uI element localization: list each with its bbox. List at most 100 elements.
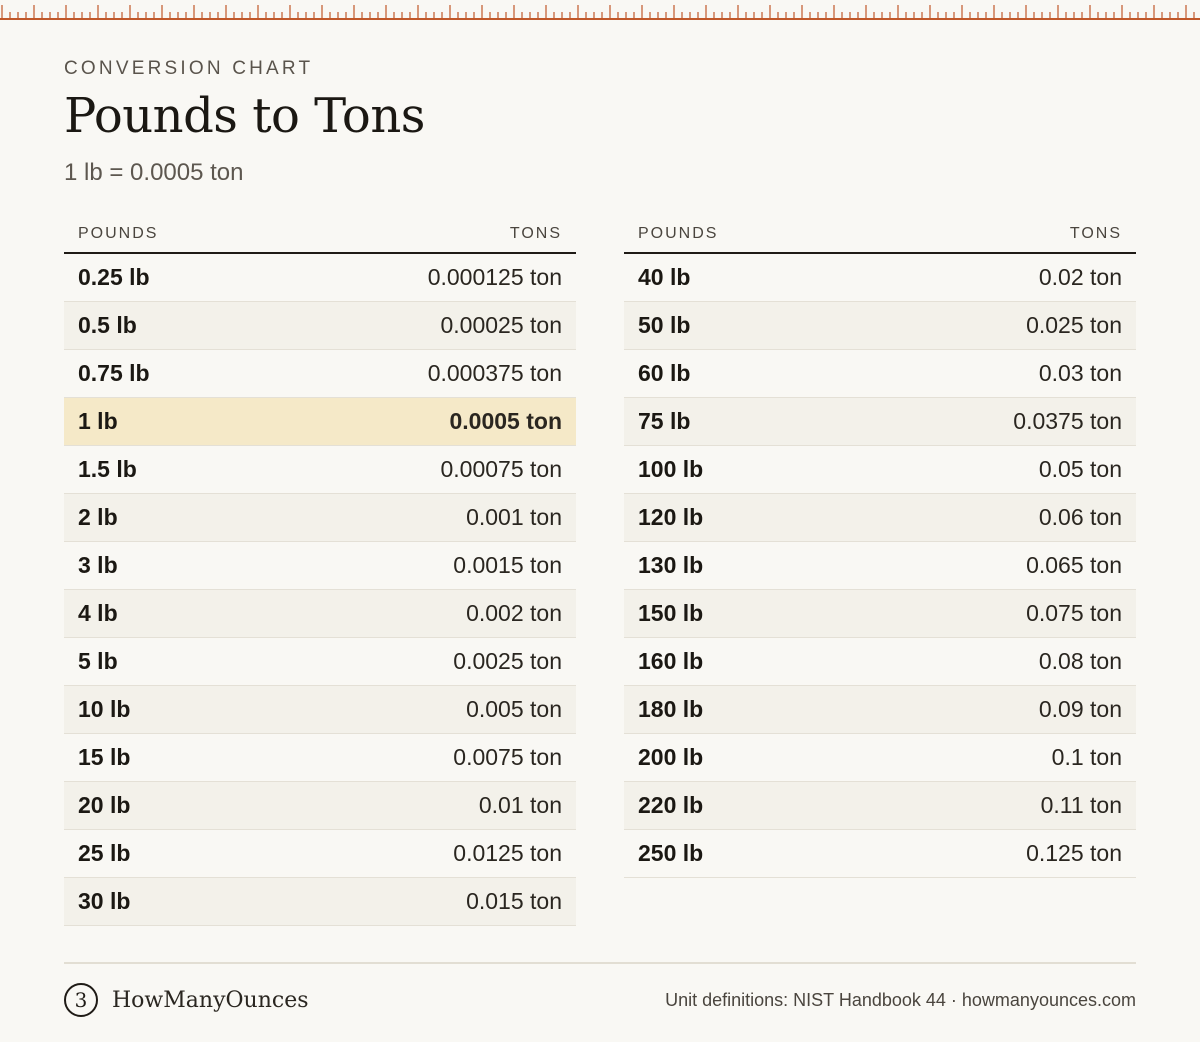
tons-value: 0.000375 ton xyxy=(427,360,562,386)
page-title: Pounds to Tons xyxy=(64,88,425,144)
tons-value: 0.06 ton xyxy=(1038,504,1122,530)
tons-value: 0.065 ton xyxy=(1026,552,1122,578)
table-row: 1 lb 0.0005 ton xyxy=(64,398,576,446)
pounds-value: 60 lb xyxy=(638,360,691,386)
brand-name: HowManyOunces xyxy=(112,987,309,1013)
conversion-table-left: POUNDS TONS 0.25 lb 0.000125 ton 0.5 lb 0.0… xyxy=(64,216,576,926)
footer-divider xyxy=(64,962,1136,964)
tons-value: 0.000125 ton xyxy=(427,264,562,290)
tons-value: 0.08 ton xyxy=(1038,648,1122,674)
tons-value: 0.015 ton xyxy=(466,888,562,914)
tons-value: 0.125 ton xyxy=(1026,840,1122,866)
pounds-value: 180 lb xyxy=(638,696,704,722)
tons-value: 0.075 ton xyxy=(1026,600,1122,626)
tons-value: 0.0375 ton xyxy=(1013,408,1122,434)
table-body: 0.25 lb 0.000125 ton 0.5 lb 0.00025 ton 0.75… xyxy=(64,254,576,926)
pounds-value: 20 lb xyxy=(78,792,131,818)
pounds-value: 100 lb xyxy=(638,456,704,482)
footer: 3 HowManyOunces Unit definitions: NIST H… xyxy=(64,982,1136,1018)
pounds-value: 0.25 lb xyxy=(78,264,150,290)
pounds-value: 2 lb xyxy=(78,504,118,530)
table-row: 4 lb 0.002 ton xyxy=(64,590,576,638)
tons-value: 0.025 ton xyxy=(1026,312,1122,338)
pounds-value: 220 lb xyxy=(638,792,704,818)
table-row: 40 lb 0.02 ton xyxy=(624,254,1136,302)
brand-logo-icon: 3 xyxy=(64,983,98,1017)
pounds-value: 160 lb xyxy=(638,648,704,674)
column-header-pounds: POUNDS xyxy=(78,225,159,242)
tons-value: 0.09 ton xyxy=(1038,696,1122,722)
pounds-value: 0.75 lb xyxy=(78,360,150,386)
table-row: 120 lb 0.06 ton xyxy=(624,494,1136,542)
table-row: 15 lb 0.0075 ton xyxy=(64,734,576,782)
table-body: 40 lb 0.02 ton 50 lb 0.025 ton 60 lb 0.03 ton… xyxy=(624,254,1136,878)
tons-value: 0.1 ton xyxy=(1051,744,1122,770)
tons-value: 0.0125 ton xyxy=(453,840,562,866)
column-header-tons: TONS xyxy=(1069,225,1122,242)
tons-value: 0.00075 ton xyxy=(440,456,562,482)
pounds-value: 15 lb xyxy=(78,744,131,770)
table-row: 150 lb 0.075 ton xyxy=(624,590,1136,638)
table-row: 60 lb 0.03 ton xyxy=(624,350,1136,398)
source-attribution: Unit definitions: NIST Handbook 44 · how… xyxy=(665,989,1136,1010)
pounds-value: 250 lb xyxy=(638,840,704,866)
tons-value: 0.05 ton xyxy=(1038,456,1122,482)
pounds-value: 1.5 lb xyxy=(78,456,137,482)
ruler-decoration xyxy=(0,0,1200,22)
table-row: 30 lb 0.015 ton xyxy=(64,878,576,926)
tons-value: 0.11 ton xyxy=(1040,792,1122,818)
tons-value: 0.005 ton xyxy=(466,696,562,722)
pounds-value: 3 lb xyxy=(78,552,118,578)
table-row: 5 lb 0.0025 ton xyxy=(64,638,576,686)
table-row: 10 lb 0.005 ton xyxy=(64,686,576,734)
pounds-value: 200 lb xyxy=(638,744,704,770)
table-row: 160 lb 0.08 ton xyxy=(624,638,1136,686)
tons-value: 0.00025 ton xyxy=(440,312,562,338)
table-row: 1.5 lb 0.00075 ton xyxy=(64,446,576,494)
conversion-table-right: POUNDS TONS 40 lb 0.02 ton 50 lb 0.025 ton 6… xyxy=(624,216,1136,878)
table-row: 20 lb 0.01 ton xyxy=(64,782,576,830)
column-header-pounds: POUNDS xyxy=(638,225,719,242)
tons-value: 0.0005 ton xyxy=(449,408,563,434)
tons-value: 0.001 ton xyxy=(466,504,562,530)
table-row: 250 lb 0.125 ton xyxy=(624,830,1136,878)
table-header: POUNDS TONS xyxy=(624,216,1136,254)
column-header-tons: TONS xyxy=(509,225,562,242)
tons-value: 0.03 ton xyxy=(1038,360,1122,386)
eyebrow-label: CONVERSION CHART xyxy=(64,58,314,79)
pounds-value: 4 lb xyxy=(78,600,118,626)
table-row: 3 lb 0.0015 ton xyxy=(64,542,576,590)
conversion-formula: 1 lb = 0.0005 ton xyxy=(64,159,244,186)
pounds-value: 120 lb xyxy=(638,504,704,530)
table-row: 0.5 lb 0.00025 ton xyxy=(64,302,576,350)
tons-value: 0.01 ton xyxy=(478,792,562,818)
tons-value: 0.002 ton xyxy=(466,600,562,626)
table-row: 2 lb 0.001 ton xyxy=(64,494,576,542)
pounds-value: 1 lb xyxy=(78,408,118,434)
pounds-value: 10 lb xyxy=(78,696,131,722)
pounds-value: 50 lb xyxy=(638,312,691,338)
pounds-value: 25 lb xyxy=(78,840,131,866)
table-row: 25 lb 0.0125 ton xyxy=(64,830,576,878)
tons-value: 0.0015 ton xyxy=(453,552,562,578)
pounds-value: 130 lb xyxy=(638,552,704,578)
pounds-value: 5 lb xyxy=(78,648,118,674)
table-row: 130 lb 0.065 ton xyxy=(624,542,1136,590)
table-row: 200 lb 0.1 ton xyxy=(624,734,1136,782)
pounds-value: 30 lb xyxy=(78,888,131,914)
brand: 3 HowManyOunces xyxy=(64,983,309,1017)
table-row: 0.75 lb 0.000375 ton xyxy=(64,350,576,398)
pounds-value: 40 lb xyxy=(638,264,691,290)
pounds-value: 0.5 lb xyxy=(78,312,137,338)
table-row: 180 lb 0.09 ton xyxy=(624,686,1136,734)
tons-value: 0.0025 ton xyxy=(453,648,562,674)
table-row: 75 lb 0.0375 ton xyxy=(624,398,1136,446)
table-header: POUNDS TONS xyxy=(64,216,576,254)
pounds-value: 75 lb xyxy=(638,408,691,434)
table-row: 220 lb 0.11 ton xyxy=(624,782,1136,830)
tons-value: 0.0075 ton xyxy=(453,744,562,770)
tons-value: 0.02 ton xyxy=(1038,264,1122,290)
table-row: 50 lb 0.025 ton xyxy=(624,302,1136,350)
table-row: 0.25 lb 0.000125 ton xyxy=(64,254,576,302)
table-row: 100 lb 0.05 ton xyxy=(624,446,1136,494)
